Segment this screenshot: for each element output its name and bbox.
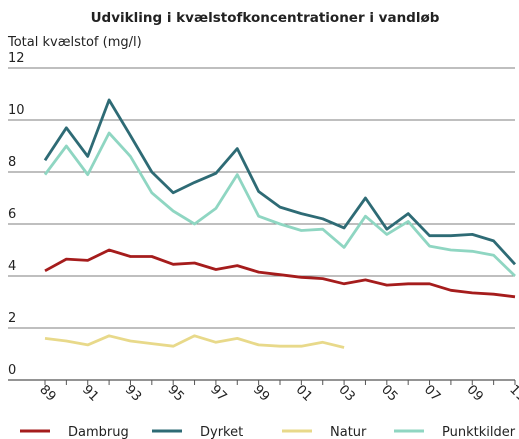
y-tick-label: 6	[8, 207, 16, 222]
x-tick-label: 99	[250, 382, 272, 404]
y-axis-label: Total kvælstof (mg/l)	[7, 35, 142, 50]
x-tick-label: 97	[207, 382, 229, 404]
series-line	[43, 131, 516, 278]
x-tick-label: 07	[421, 382, 443, 404]
y-tick-label: 12	[8, 51, 25, 66]
x-tick-label: 01	[293, 382, 315, 404]
x-tick-label: 91	[79, 382, 101, 404]
legend-label: Dyrket	[200, 425, 243, 439]
legend-label: Dambrug	[68, 425, 129, 439]
x-tick-label: 03	[335, 382, 357, 404]
x-tick-label: 93	[122, 382, 144, 404]
x-tick-label: 05	[378, 382, 400, 404]
x-tick-label: 95	[165, 382, 187, 404]
x-tick-label: 11	[506, 382, 519, 404]
y-tick-label: 8	[8, 155, 16, 170]
y-tick-label: 2	[8, 311, 16, 326]
series-line	[43, 98, 517, 266]
y-tick-label: 0	[8, 363, 16, 378]
legend-label: Punktkilder	[442, 425, 516, 439]
y-tick-label: 4	[8, 259, 16, 274]
series-line	[44, 334, 345, 349]
x-tick-label: 89	[36, 382, 58, 404]
y-tick-label: 10	[8, 103, 25, 118]
x-tick-label: 09	[464, 382, 486, 404]
legend-label: Natur	[330, 425, 367, 439]
series-line	[44, 248, 516, 299]
chart-title: Udvikling i kvælstofkoncentrationer i va…	[91, 10, 440, 26]
